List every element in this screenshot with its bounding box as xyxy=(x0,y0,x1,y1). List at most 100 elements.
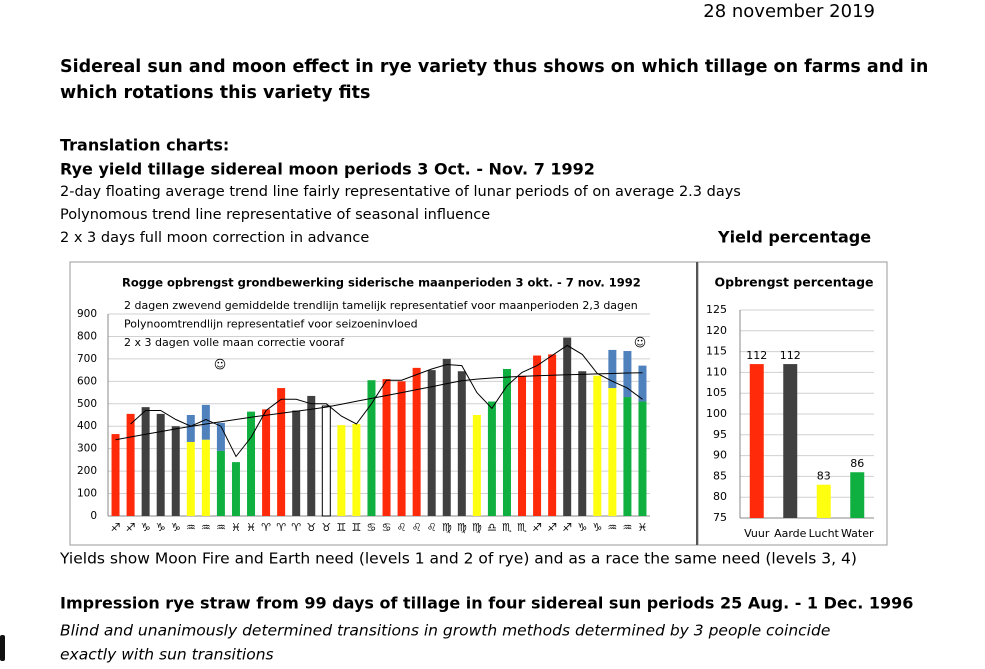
x-tick-label: ♒ xyxy=(186,521,196,534)
correction-bar xyxy=(201,404,210,440)
y-tick-label: 80 xyxy=(713,490,727,503)
x-tick-label: Lucht xyxy=(809,527,840,540)
bar xyxy=(367,380,376,516)
x-tick-label: ♏ xyxy=(502,521,512,534)
bar xyxy=(277,388,286,516)
x-tick-label: ♍ xyxy=(442,521,452,534)
y-tick-label: 800 xyxy=(77,330,97,342)
y-tick-label: 500 xyxy=(77,398,97,410)
x-tick-label: ♐ xyxy=(532,521,542,534)
x-tick-label: ♋ xyxy=(367,521,377,534)
bar xyxy=(352,423,361,516)
bar xyxy=(307,395,316,516)
x-tick-label: ♒ xyxy=(622,521,632,534)
x-tick-label: ♈ xyxy=(291,521,301,534)
heading: Sidereal sun and moon effect in rye vari… xyxy=(60,57,928,77)
bar xyxy=(216,450,225,516)
value-label: 112 xyxy=(746,349,767,362)
correction-bar xyxy=(216,422,225,451)
bar xyxy=(487,401,496,516)
annotation-mark: ☺ xyxy=(634,336,647,350)
caption: Yields show Moon Fire and Earth need (le… xyxy=(59,550,857,568)
bar xyxy=(126,413,135,516)
y-tick-label: 85 xyxy=(713,469,727,482)
chart-title: Rogge opbrengst grondbewerking siderisch… xyxy=(122,276,641,290)
x-tick-label: ♑ xyxy=(592,521,602,534)
y-tick-label: 75 xyxy=(713,511,727,524)
x-tick-label: ♊ xyxy=(351,521,361,534)
y-tick-label: 100 xyxy=(706,407,727,420)
bar xyxy=(262,409,271,516)
y-tick-label: 900 xyxy=(77,308,97,320)
bar xyxy=(816,484,831,518)
x-tick-label: ♐ xyxy=(547,521,557,534)
annotation: 2 x 3 dagen volle maan correctie vooraf xyxy=(124,336,345,349)
x-tick-label: Water xyxy=(841,527,874,540)
y-tick-label: 700 xyxy=(77,353,97,365)
bar xyxy=(141,407,150,516)
date: 28 november 2019 xyxy=(703,1,875,22)
note: 2 x 3 days full moon correction in advan… xyxy=(60,230,369,246)
bar xyxy=(548,354,557,516)
x-tick-label: ♈ xyxy=(261,521,271,534)
x-tick-label: ♌ xyxy=(412,521,422,534)
x-tick-label: ♋ xyxy=(382,521,392,534)
y-tick-label: 110 xyxy=(706,365,727,378)
heading: which rotations this variety fits xyxy=(60,83,370,103)
x-tick-label: ♊ xyxy=(336,521,346,534)
bar xyxy=(337,425,346,516)
note: Polynomous trend line representative of … xyxy=(60,207,490,223)
x-tick-label: ♒ xyxy=(201,521,211,534)
translation-label: Translation charts: xyxy=(60,136,229,155)
x-tick-label: ♉ xyxy=(321,521,331,534)
x-tick-label: ♑ xyxy=(156,521,166,534)
bar xyxy=(518,375,527,516)
bar xyxy=(171,426,180,516)
y-tick-label: 600 xyxy=(77,375,97,387)
bar xyxy=(292,410,301,516)
bar xyxy=(623,397,632,516)
y-tick-label: 100 xyxy=(77,488,97,500)
bar xyxy=(397,381,406,516)
section-text: exactly with sun transitions xyxy=(60,646,274,664)
y-tick-label: 125 xyxy=(706,303,727,316)
edge-mark xyxy=(0,635,5,661)
trend-line xyxy=(130,344,643,458)
bar xyxy=(156,413,165,516)
x-tick-label: ♏ xyxy=(517,521,527,534)
correction-bar xyxy=(638,365,647,402)
section-heading: Impression rye straw from 99 days of til… xyxy=(60,594,913,613)
x-tick-label: ♍ xyxy=(457,521,467,534)
x-tick-label: ♓ xyxy=(246,521,256,534)
x-tick-label: Vuur xyxy=(744,527,770,540)
bar xyxy=(186,441,195,516)
note: 2-day floating average trend line fairly… xyxy=(60,184,741,200)
y-tick-label: 0 xyxy=(90,510,97,522)
x-tick-label: ♌ xyxy=(427,521,437,534)
y-tick-label: 105 xyxy=(706,386,727,399)
x-tick-label: ♉ xyxy=(306,521,316,534)
bar xyxy=(412,367,421,516)
bar xyxy=(608,388,617,516)
y-tick-label: 95 xyxy=(713,428,727,441)
bar xyxy=(472,415,481,516)
value-label: 86 xyxy=(850,457,864,470)
annotation-mark: ☺ xyxy=(214,358,227,372)
y-tick-label: 400 xyxy=(77,420,97,432)
y-tick-label: 300 xyxy=(77,443,97,455)
bar xyxy=(578,371,587,516)
x-tick-label: ♓ xyxy=(231,521,241,534)
bar xyxy=(382,379,391,516)
x-tick-label: ♑ xyxy=(141,521,151,534)
y-tick-label: 90 xyxy=(713,449,727,462)
x-tick-label: ♍ xyxy=(472,521,482,534)
bar xyxy=(457,371,466,516)
bar xyxy=(111,434,120,516)
value-label: 112 xyxy=(780,349,801,362)
x-tick-label: ♐ xyxy=(562,521,572,534)
x-tick-label: ♎ xyxy=(487,521,497,534)
x-tick-label: ♒ xyxy=(607,521,617,534)
y-tick-label: 120 xyxy=(706,324,727,337)
yield-label: Yield percentage xyxy=(717,228,871,247)
